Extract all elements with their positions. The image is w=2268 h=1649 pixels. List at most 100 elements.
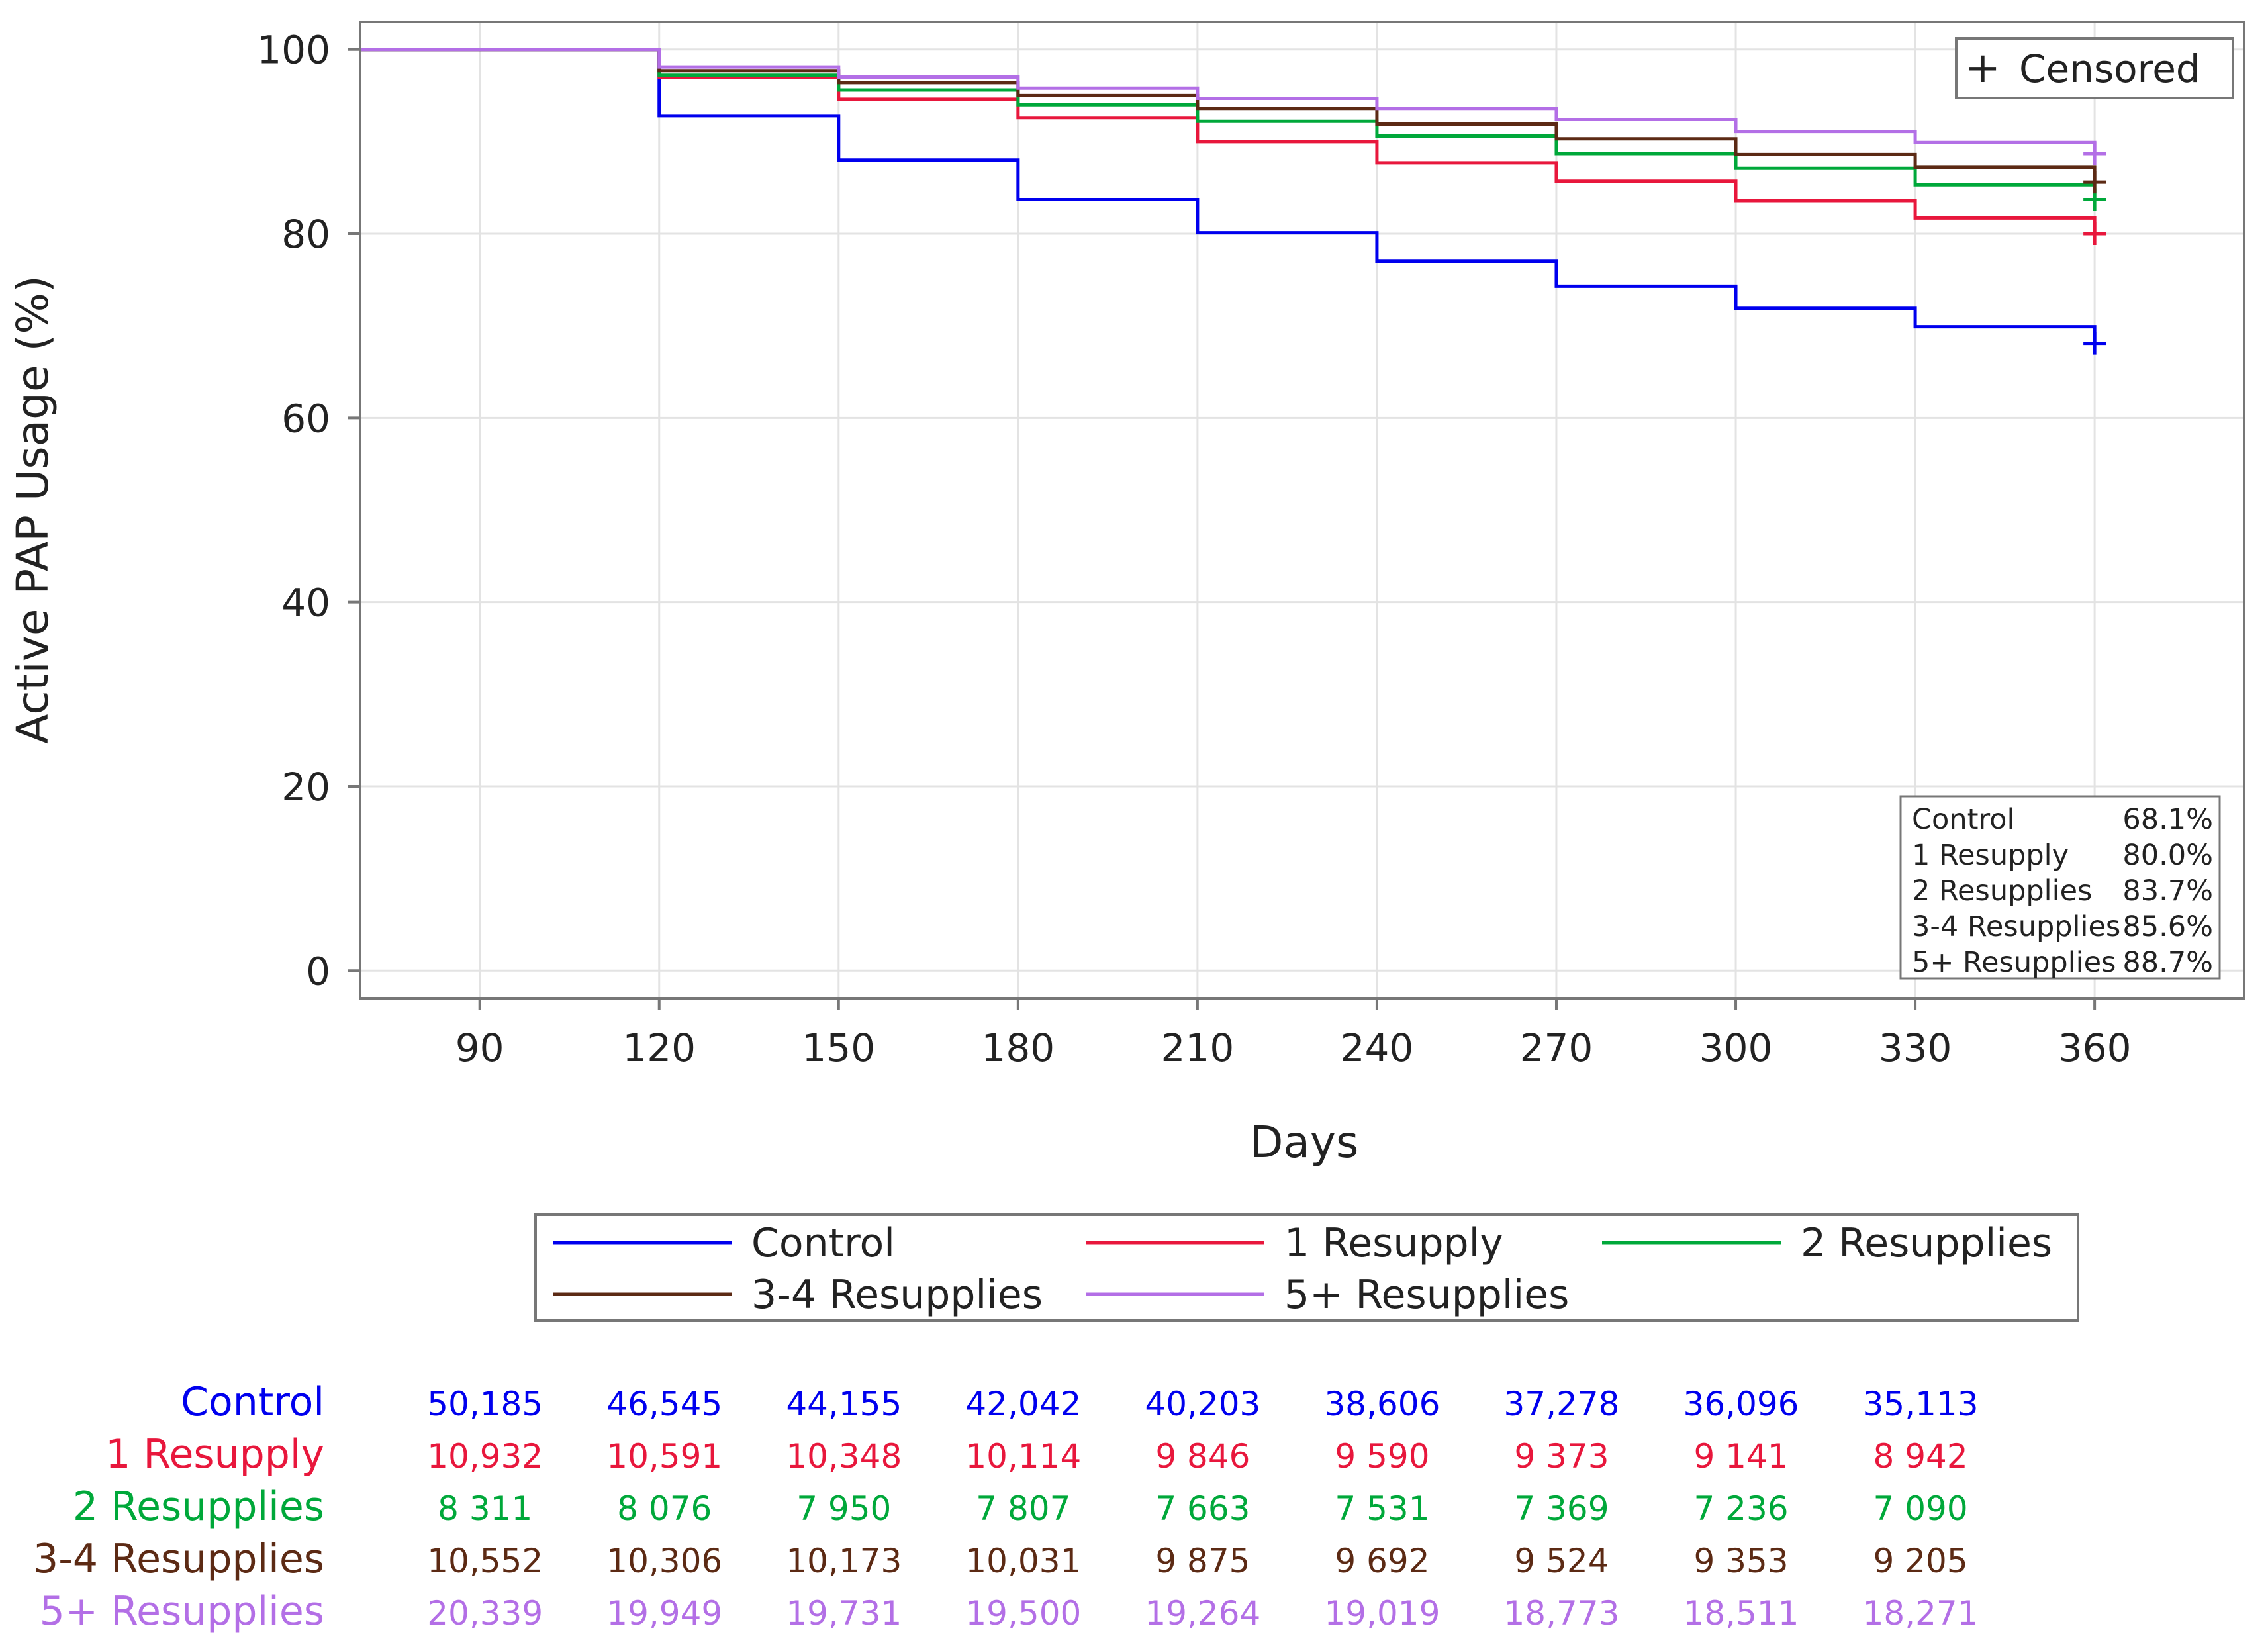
risk-cell: 44,155	[786, 1385, 902, 1423]
risk-cell: 42,042	[965, 1385, 1081, 1423]
risk-cell: 10,031	[965, 1542, 1081, 1580]
risk-cell: 8 076	[617, 1489, 712, 1528]
risk-cell: 7 369	[1514, 1489, 1609, 1528]
risk-row-label-control: Control	[181, 1379, 324, 1425]
risk-cell: 38,606	[1324, 1385, 1440, 1423]
censored-legend: + Censored	[1955, 37, 2234, 99]
risk-cell: 18,511	[1683, 1594, 1799, 1632]
censor-mark-1-resupply	[2083, 222, 2106, 246]
legend-label-2-resupplies: 2 Resupplies	[1801, 1220, 2052, 1266]
risk-cell: 9 141	[1693, 1437, 1788, 1476]
risk-cell: 10,306	[606, 1542, 722, 1580]
legend-label-1-resupply: 1 Resupply	[1284, 1220, 1503, 1266]
x-tick-label: 90	[455, 1025, 504, 1070]
inset-row-label: 2 Resupplies	[1912, 874, 2092, 908]
risk-cell: 9 373	[1514, 1437, 1609, 1476]
inset-row-value: 83.7%	[2122, 874, 2213, 908]
series-line-5-resupplies	[360, 48, 2097, 154]
risk-cell: 37,278	[1504, 1385, 1620, 1423]
x-tick-label: 210	[1161, 1025, 1235, 1070]
censored-legend-label: Censored	[2019, 46, 2200, 91]
inset-row-label: 5+ Resupplies	[1912, 946, 2116, 979]
axis-layer: 90 120 150 180 210 240 270 300 330 360 0 20 40 60 80 10…	[257, 28, 2131, 1070]
risk-cell: 19,019	[1324, 1594, 1440, 1632]
x-axis-label: Days	[1250, 1117, 1359, 1168]
censor-mark-3-4-resupplies	[2083, 171, 2106, 194]
y-tick-label: 100	[257, 28, 330, 73]
risk-cell: 7 236	[1693, 1489, 1788, 1528]
legend: Control 1 Resupply 2 Resupplies 3-4 Resuppl…	[534, 1213, 2079, 1322]
censor-mark-control	[2083, 332, 2106, 355]
risk-cell: 9 524	[1514, 1542, 1609, 1580]
risk-cell: 7 531	[1335, 1489, 1429, 1528]
x-tick-label: 270	[1520, 1025, 1593, 1070]
risk-cell: 36,096	[1683, 1385, 1799, 1423]
risk-cell: 19,949	[606, 1594, 722, 1632]
censored-legend-symbol: +	[1965, 44, 2001, 93]
x-tick-label: 330	[1879, 1025, 1952, 1070]
risk-cell: 9 205	[1873, 1542, 1968, 1580]
risk-cell: 10,552	[427, 1542, 543, 1580]
risk-cell: 7 950	[796, 1489, 891, 1528]
censor-mark-5-resupplies	[2083, 142, 2106, 165]
inset-table: Control 68.1% 1 Resupply 80.0% 2 Resupplies 8…	[1899, 795, 2221, 980]
risk-cell: 20,339	[427, 1594, 543, 1632]
y-tick-label: 60	[281, 396, 330, 441]
legend-label-5-resupplies: 5+ Resupplies	[1284, 1272, 1569, 1318]
inset-row-label: 1 Resupply	[1912, 839, 2069, 872]
risk-cell: 18,773	[1504, 1594, 1620, 1632]
legend-label-3-4-resupplies: 3-4 Resupplies	[751, 1272, 1043, 1318]
risk-cell: 10,348	[786, 1437, 902, 1476]
risk-row-label-1-resupply: 1 Resupply	[105, 1431, 324, 1478]
censor-layer	[2083, 142, 2106, 355]
risk-cell: 40,203	[1145, 1385, 1260, 1423]
inset-row-value: 68.1%	[2122, 803, 2213, 836]
risk-cell: 10,173	[786, 1542, 902, 1580]
y-tick-label: 80	[281, 212, 330, 257]
risk-cell: 19,731	[786, 1594, 902, 1632]
x-tick-label: 240	[1341, 1025, 1414, 1070]
y-tick-label: 0	[306, 949, 330, 994]
risk-row-label-3-4-resupplies: 3-4 Resupplies	[33, 1536, 324, 1582]
inset-row-label: Control	[1912, 803, 2014, 836]
x-tick-label: 300	[1699, 1025, 1773, 1070]
risk-cell: 9 875	[1155, 1542, 1250, 1580]
risk-cell: 18,271	[1863, 1594, 1979, 1632]
risk-cell: 35,113	[1863, 1385, 1979, 1423]
at-risk-table: Control 50,185 46,545 44,155 42,042 40,203 38,…	[33, 1379, 1979, 1634]
y-axis-label: Active PAP Usage (%)	[7, 275, 58, 743]
x-tick-label: 360	[2058, 1025, 2132, 1070]
y-tick-label: 40	[281, 581, 330, 626]
risk-row-label-2-resupplies: 2 Resupplies	[73, 1484, 324, 1530]
risk-cell: 9 846	[1155, 1437, 1250, 1476]
risk-cell: 10,114	[965, 1437, 1081, 1476]
x-tick-label: 150	[802, 1025, 875, 1070]
risk-row-label-5-resupplies: 5+ Resupplies	[40, 1588, 324, 1634]
y-tick-label: 20	[281, 765, 330, 810]
risk-cell: 8 311	[438, 1489, 532, 1528]
legend-label-control: Control	[751, 1220, 895, 1266]
plot-frame	[359, 21, 2245, 1000]
risk-cell: 7 090	[1873, 1489, 1968, 1528]
inset-row-value: 88.7%	[2122, 946, 2213, 979]
risk-cell: 10,932	[427, 1437, 543, 1476]
series-line-control	[360, 48, 2097, 344]
risk-cell: 7 663	[1155, 1489, 1250, 1528]
risk-cell: 46,545	[606, 1385, 722, 1423]
risk-cell: 8 942	[1873, 1437, 1968, 1476]
risk-cell: 9 692	[1335, 1542, 1429, 1580]
series-layer	[360, 48, 2097, 344]
risk-cell: 50,185	[427, 1385, 543, 1423]
risk-cell: 7 807	[976, 1489, 1070, 1528]
inset-row-label: 3-4 Resupplies	[1912, 910, 2120, 943]
inset-row-value: 80.0%	[2122, 839, 2213, 872]
risk-cell: 9 590	[1335, 1437, 1429, 1476]
risk-cell: 10,591	[606, 1437, 722, 1476]
risk-cell: 19,264	[1145, 1594, 1260, 1632]
x-tick-label: 180	[981, 1025, 1055, 1070]
inset-row-value: 85.6%	[2122, 910, 2213, 943]
risk-cell: 9 353	[1693, 1542, 1788, 1580]
x-tick-label: 120	[622, 1025, 696, 1070]
risk-cell: 19,500	[965, 1594, 1081, 1632]
